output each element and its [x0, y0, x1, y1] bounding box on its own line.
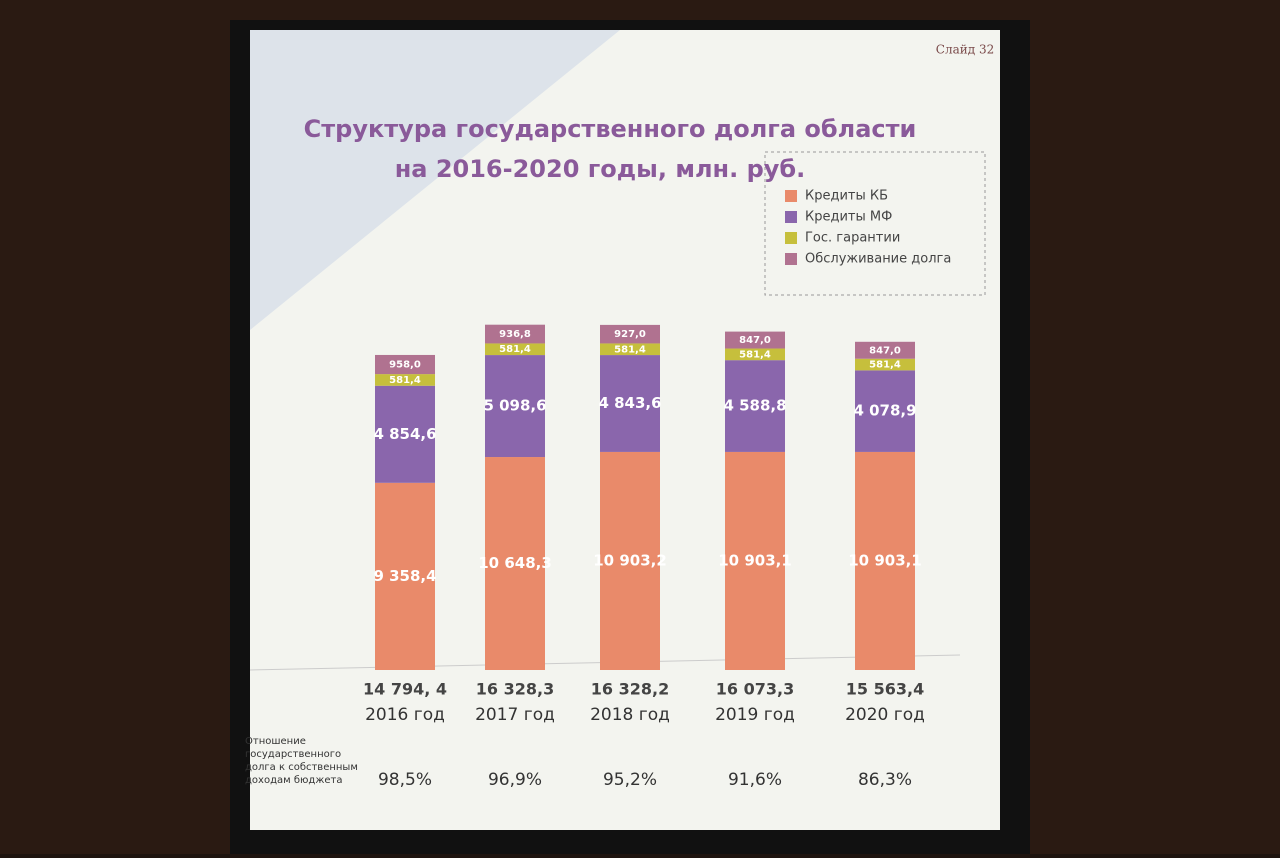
data-label: 5 098,6	[483, 397, 546, 415]
bar-segment	[485, 343, 545, 356]
bar-segment	[485, 457, 545, 670]
total-label: 14 794, 4	[363, 680, 447, 699]
legend-swatch	[785, 211, 797, 223]
bar-segment	[725, 451, 785, 670]
ratio-value: 86,3%	[858, 770, 912, 790]
bar-segment	[725, 331, 785, 349]
slide-decoration	[250, 30, 620, 330]
ratio-value: 91,6%	[728, 770, 782, 790]
total-label: 16 073,3	[716, 680, 794, 699]
data-label: 10 648,3	[478, 554, 552, 572]
legend-swatch	[785, 232, 797, 244]
legend-label: Кредиты КБ	[805, 189, 888, 204]
slide-number: Слайд 32	[936, 43, 994, 57]
data-label: 847,0	[869, 345, 901, 356]
legend-swatch	[785, 253, 797, 265]
x-tick-label: 2018 год	[590, 705, 670, 725]
legend-swatch	[785, 190, 797, 202]
data-label: 927,0	[614, 329, 646, 340]
bar-segment	[725, 348, 785, 361]
x-tick-label: 2020 год	[845, 705, 925, 725]
data-label: 4 843,6	[598, 394, 661, 412]
data-label: 9 358,4	[373, 567, 436, 585]
x-tick-label: 2019 год	[715, 705, 795, 725]
total-label: 16 328,3	[476, 680, 554, 699]
bar-segment	[375, 374, 435, 386]
data-label: 4 854,6	[373, 425, 436, 443]
chart-subtitle: на 2016-2020 годы, млн. руб.	[395, 155, 806, 183]
total-label: 16 328,2	[591, 680, 669, 699]
data-label: 581,4	[739, 349, 771, 360]
bar-segment	[375, 354, 435, 375]
legend-label: Обслуживание долга	[805, 252, 951, 267]
data-label: 847,0	[739, 335, 771, 346]
bar-segment	[600, 343, 660, 356]
data-label: 581,4	[614, 344, 646, 355]
legend-label: Гос. гарантии	[805, 231, 900, 246]
data-label: 4 588,8	[723, 397, 786, 415]
ratio-label: Отношение государственного долга к собст…	[245, 736, 358, 786]
bar-segment	[600, 324, 660, 344]
data-label: 10 903,1	[718, 551, 792, 569]
total-label: 15 563,4	[846, 680, 924, 699]
ratio-value: 98,5%	[378, 770, 432, 790]
bar-segment	[485, 324, 545, 344]
bar-segment	[600, 355, 660, 452]
bar-segment	[600, 451, 660, 670]
bar-segment	[375, 482, 435, 670]
bar-segment	[855, 358, 915, 371]
x-tick-label: 2017 год	[475, 705, 555, 725]
bar-segment	[855, 370, 915, 452]
legend-label: Кредиты МФ	[805, 210, 892, 225]
data-label: 10 903,2	[593, 551, 667, 569]
bar-segment	[855, 341, 915, 359]
data-label: 581,4	[389, 375, 421, 386]
bar-segment	[725, 360, 785, 452]
data-label: 581,4	[499, 344, 531, 355]
data-label: 10 903,1	[848, 551, 922, 569]
bar-segment	[855, 451, 915, 670]
bar-segment	[375, 385, 435, 483]
ratio-value: 95,2%	[603, 770, 657, 790]
data-label: 958,0	[389, 360, 421, 371]
x-tick-label: 2016 год	[365, 705, 445, 725]
data-label: 4 078,9	[853, 402, 916, 420]
legend-box	[764, 151, 986, 296]
data-label: 581,4	[869, 360, 901, 371]
data-label: 936,8	[499, 329, 531, 340]
ratio-value: 96,9%	[488, 770, 542, 790]
bar-segment	[485, 355, 545, 458]
ratio-label-box: Отношение государственного долга к собст…	[245, 736, 358, 786]
chart-title: Структура государственного долга области	[304, 115, 917, 143]
